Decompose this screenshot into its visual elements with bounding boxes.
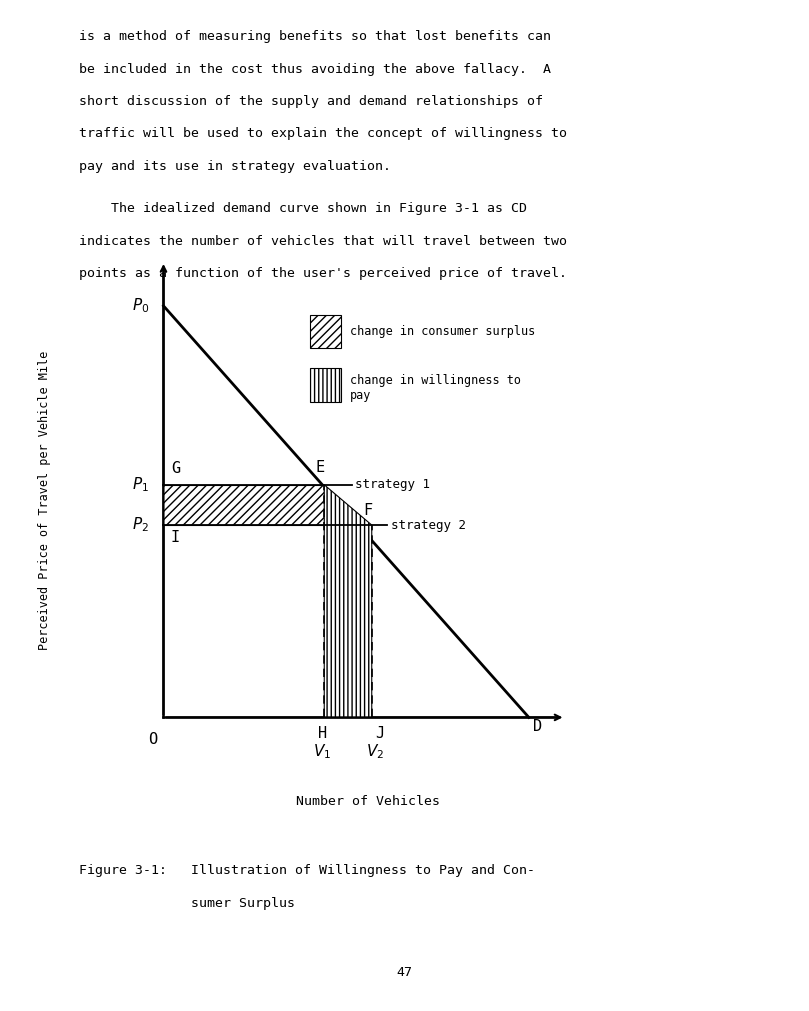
Text: Number of Vehicles: Number of Vehicles (296, 796, 440, 808)
Text: The idealized demand curve shown in Figure 3-1 as CD: The idealized demand curve shown in Figu… (79, 202, 527, 215)
Text: G: G (171, 461, 180, 476)
Text: be included in the cost thus avoiding the above fallacy.  A: be included in the cost thus avoiding th… (79, 63, 551, 76)
Text: $P_1$: $P_1$ (132, 475, 149, 494)
Text: Perceived Price of Travel per Vehicle Mile: Perceived Price of Travel per Vehicle Mi… (38, 351, 51, 650)
Text: $P_2$: $P_2$ (132, 516, 149, 535)
Text: 47: 47 (396, 967, 413, 979)
Text: indicates the number of vehicles that will travel between two: indicates the number of vehicles that wi… (79, 235, 567, 248)
Text: J: J (375, 726, 384, 741)
Text: $V_1$: $V_1$ (313, 742, 332, 760)
Text: $V_2$: $V_2$ (366, 742, 384, 760)
Text: short discussion of the supply and demand relationships of: short discussion of the supply and deman… (79, 95, 544, 108)
Text: is a method of measuring benefits so that lost benefits can: is a method of measuring benefits so tha… (79, 30, 551, 43)
Text: D: D (532, 719, 542, 734)
Polygon shape (310, 314, 341, 349)
Text: H: H (318, 726, 327, 741)
Text: O: O (148, 732, 157, 747)
Text: change in consumer surplus: change in consumer surplus (349, 326, 535, 338)
Text: strategy 1: strategy 1 (355, 478, 430, 491)
Text: $P_0$: $P_0$ (132, 296, 149, 315)
Text: strategy 2: strategy 2 (391, 519, 466, 532)
Polygon shape (324, 485, 372, 718)
Text: sumer Surplus: sumer Surplus (79, 897, 295, 910)
Text: points as a function of the user's perceived price of travel.: points as a function of the user's perce… (79, 267, 567, 280)
Text: change in willingness to: change in willingness to (349, 374, 521, 387)
Text: I: I (171, 530, 180, 545)
Polygon shape (163, 485, 324, 525)
Text: pay: pay (349, 389, 371, 401)
Text: E: E (316, 460, 325, 475)
Polygon shape (310, 368, 341, 402)
Text: F: F (363, 503, 373, 519)
Text: Figure 3-1:   Illustration of Willingness to Pay and Con-: Figure 3-1: Illustration of Willingness … (79, 864, 536, 878)
Text: pay and its use in strategy evaluation.: pay and its use in strategy evaluation. (79, 160, 392, 173)
Text: traffic will be used to explain the concept of willingness to: traffic will be used to explain the conc… (79, 127, 567, 141)
